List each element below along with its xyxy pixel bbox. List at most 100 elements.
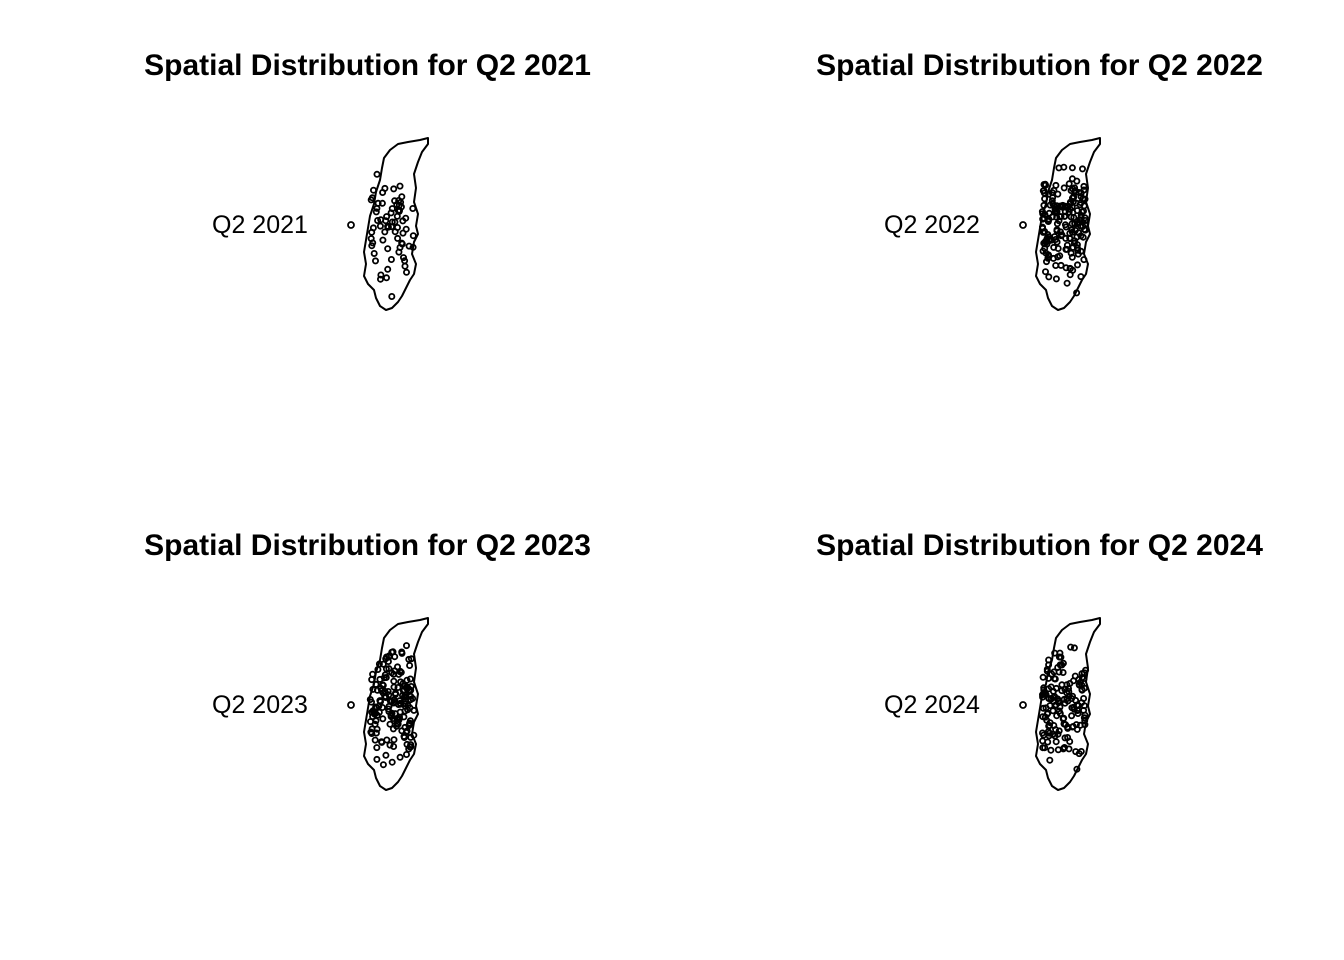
- legend-label: Q2 2022: [884, 211, 980, 239]
- location-point: [1073, 725, 1081, 733]
- location-point: [1080, 182, 1088, 190]
- location-point: [1067, 187, 1075, 195]
- location-point: [373, 170, 381, 178]
- location-point: [1043, 665, 1051, 673]
- location-point: [400, 254, 408, 262]
- location-point: [1039, 737, 1047, 745]
- location-point: [372, 709, 380, 717]
- location-point: [398, 648, 406, 656]
- location-point: [1073, 177, 1081, 185]
- location-point: [1056, 649, 1064, 657]
- map-panel-2021: Spatial Distribution for Q2 2021 Q2 2021: [0, 0, 672, 480]
- location-point: [376, 222, 384, 230]
- location-point: [1075, 675, 1083, 683]
- location-point: [390, 699, 398, 707]
- panel-title: Spatial Distribution for Q2 2024: [816, 529, 1263, 562]
- region-map: [363, 617, 429, 791]
- location-point: [1040, 686, 1048, 694]
- location-point: [1049, 707, 1057, 715]
- location-point: [1046, 201, 1054, 209]
- location-point: [369, 186, 377, 194]
- location-point: [400, 732, 408, 740]
- location-point: [1068, 164, 1076, 172]
- location-point: [1080, 714, 1088, 722]
- location-point: [382, 274, 390, 282]
- location-point: [1045, 656, 1053, 664]
- location-point: [378, 199, 386, 207]
- location-point: [1060, 163, 1068, 171]
- location-point: [410, 706, 418, 714]
- location-point: [396, 182, 404, 190]
- location-point: [377, 738, 385, 746]
- location-point: [1065, 180, 1073, 188]
- location-point: [1042, 258, 1050, 266]
- location-point: [1050, 722, 1058, 730]
- location-point: [1068, 203, 1076, 211]
- location-point: [1077, 216, 1085, 224]
- location-point: [387, 713, 395, 721]
- location-point: [367, 196, 375, 204]
- location-point: [1063, 695, 1071, 703]
- location-point: [1042, 704, 1050, 712]
- location-point: [388, 709, 396, 717]
- location-point: [1070, 703, 1078, 711]
- location-point: [385, 665, 393, 673]
- location-point: [368, 242, 376, 250]
- location-point: [382, 674, 390, 682]
- map-panel-2023: Spatial Distribution for Q2 2023 Q2 2023: [0, 480, 672, 960]
- location-point: [401, 262, 409, 270]
- location-point: [390, 677, 398, 685]
- legend-label: Q2 2021: [212, 211, 308, 239]
- location-point: [406, 720, 414, 728]
- location-point: [406, 675, 414, 683]
- panel-title: Spatial Distribution for Q2 2021: [144, 49, 591, 82]
- location-point: [384, 222, 392, 230]
- legend-marker-icon: [1019, 701, 1027, 709]
- location-point: [391, 197, 399, 205]
- location-point: [1043, 716, 1051, 724]
- location-point: [388, 292, 396, 300]
- location-point: [1041, 181, 1049, 189]
- location-point: [1052, 275, 1060, 283]
- location-point: [391, 228, 399, 236]
- location-point: [1061, 743, 1069, 751]
- legend-marker-icon: [347, 701, 355, 709]
- location-point: [1060, 720, 1068, 728]
- region-map: [1035, 137, 1101, 311]
- location-point: [1067, 643, 1075, 651]
- location-point: [373, 755, 381, 763]
- location-point: [1077, 273, 1085, 281]
- location-point: [1039, 673, 1047, 681]
- location-point: [387, 256, 395, 264]
- location-point: [1051, 675, 1059, 683]
- location-point: [388, 758, 396, 766]
- location-point: [383, 213, 391, 221]
- location-point: [404, 706, 412, 714]
- location-point: [1052, 261, 1060, 269]
- location-point: [1058, 231, 1066, 239]
- location-point: [1073, 289, 1081, 297]
- location-point: [1053, 227, 1061, 235]
- legend-label: Q2 2023: [212, 691, 308, 719]
- location-point: [1063, 279, 1071, 287]
- location-point: [373, 744, 381, 752]
- location-point: [394, 684, 402, 692]
- location-point: [369, 670, 377, 678]
- location-point: [1077, 747, 1085, 755]
- location-point: [1054, 695, 1062, 703]
- location-point: [378, 704, 386, 712]
- location-point: [1053, 712, 1061, 720]
- location-point: [1052, 701, 1060, 709]
- location-point: [396, 753, 404, 761]
- location-point: [405, 687, 413, 695]
- location-point: [395, 207, 403, 215]
- location-point: [1044, 217, 1052, 225]
- location-point: [377, 271, 385, 279]
- location-point: [1053, 220, 1061, 228]
- location-point: [403, 642, 411, 650]
- location-point: [372, 729, 380, 737]
- location-point: [1077, 189, 1085, 197]
- location-point: [1056, 202, 1064, 210]
- location-point: [401, 257, 409, 265]
- location-point: [400, 713, 408, 721]
